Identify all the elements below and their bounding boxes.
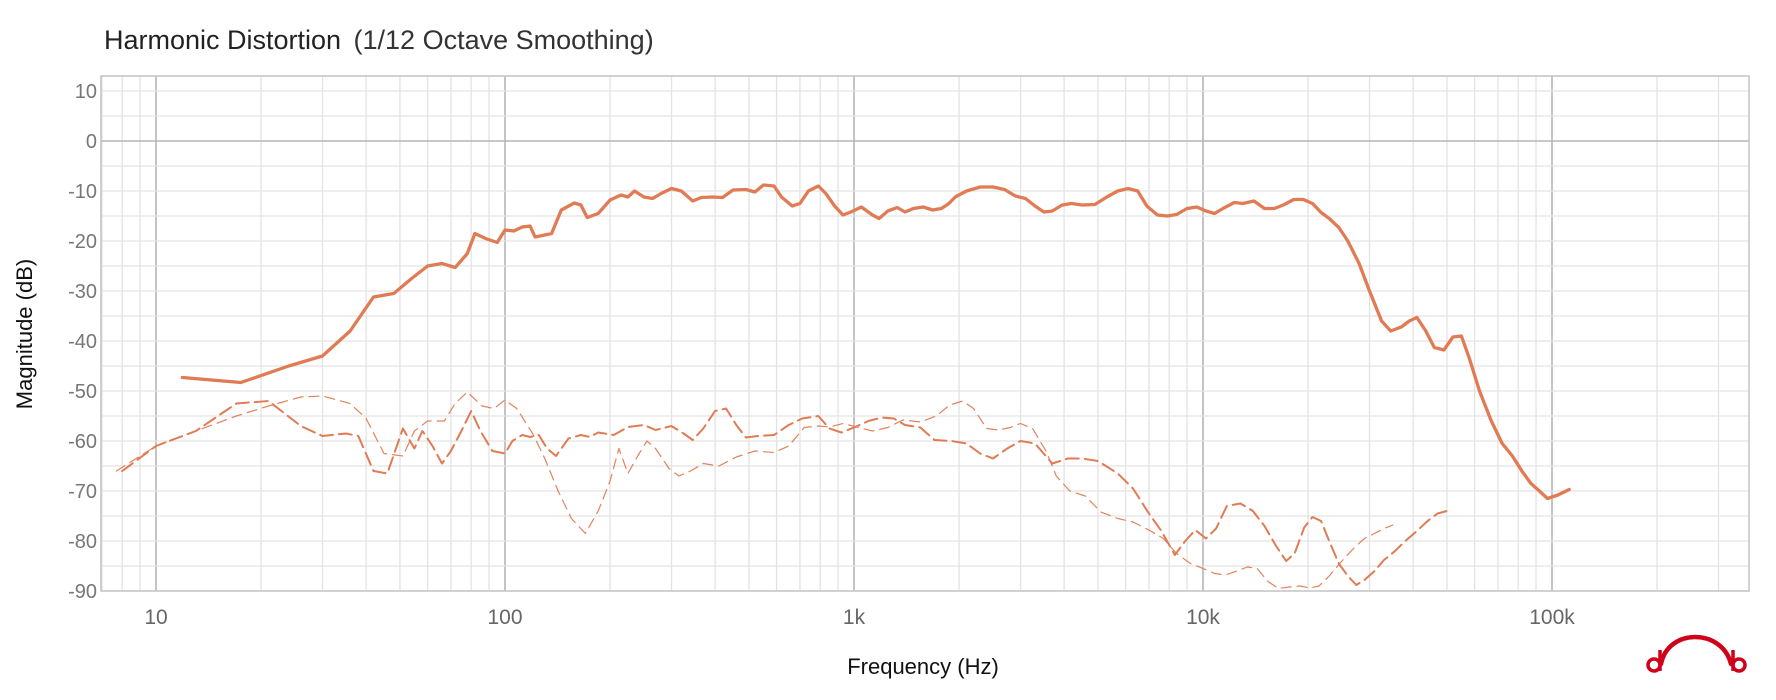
x-tick-label: 100: [487, 606, 522, 629]
x-tick-label: 10k: [1186, 606, 1220, 629]
series-lines: [115, 183, 1571, 590]
chart-title: Harmonic Distortion (1/12 Octave Smoothi…: [104, 25, 654, 55]
y-tick-label: -30: [68, 281, 97, 303]
brand-logo: [1646, 634, 1747, 673]
x-tick-label: 1k: [843, 606, 866, 629]
grid: [101, 76, 1749, 591]
series-line-3-dashed-thin: [115, 391, 1394, 590]
y-axis-ticks: 10 0 -10 -20 -30 -40 -50 -60 -70 -80 -90: [68, 81, 97, 603]
x-tick-label: 100k: [1529, 606, 1575, 629]
x-axis-ticks: 10 100 1k 10k 100k: [144, 606, 1575, 629]
y-tick-label: -20: [68, 231, 97, 253]
y-tick-label: 0: [86, 131, 97, 153]
plot-frame: [100, 75, 1750, 592]
y-tick-label: -10: [68, 181, 97, 203]
y-tick-label: 10: [75, 81, 97, 103]
x-tick-label: 10: [144, 606, 167, 629]
series-line-1-solid: [180, 183, 1571, 501]
y-tick-label: -50: [68, 381, 97, 403]
y-tick-label: -60: [68, 431, 97, 453]
series-line-2-dashed-medium: [121, 400, 1448, 586]
y-tick-label: -80: [68, 531, 97, 553]
y-tick-label: -70: [68, 481, 97, 503]
x-axis-label: Frequency (Hz): [847, 654, 999, 679]
y-tick-label: -90: [68, 581, 97, 603]
y-axis-label: Magnitude (dB): [12, 259, 37, 409]
y-tick-label: -40: [68, 331, 97, 353]
